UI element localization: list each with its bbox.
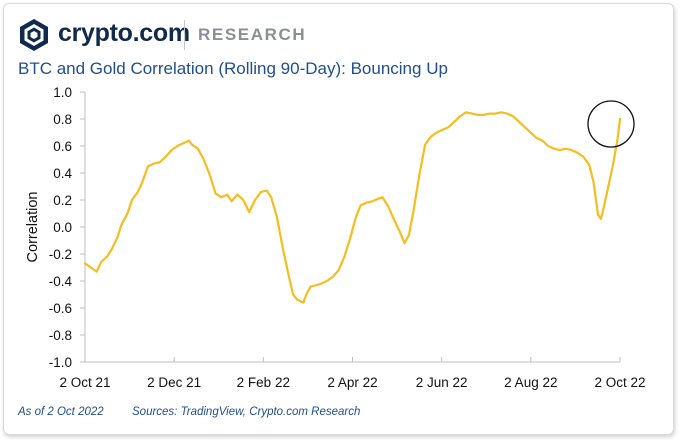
y-tick-label: 0.4 [53,166,72,181]
section-label: RESEARCH [198,25,307,44]
x-tick-label: 2 Feb 22 [237,375,290,390]
y-tick-label: -0.6 [49,301,72,316]
y-tick-label: -0.8 [49,328,72,343]
sources-note: Sources: TradingView, Crypto.com Researc… [132,406,361,418]
y-tick-label: -0.4 [49,274,73,289]
y-tick-label: -1.0 [49,355,72,370]
chart-card [3,3,674,435]
x-tick-label: 2 Dec 21 [147,375,201,390]
y-tick-label: 0.8 [53,112,72,127]
y-axis-label: Correlation [25,192,41,263]
x-tick-label: 2 Oct 22 [594,375,645,390]
latest-value-highlight-circle [587,100,635,148]
y-tick-label: 1.0 [53,85,72,100]
x-tick-label: 2 Oct 21 [59,375,110,390]
correlation-series-line [83,111,622,304]
as-of-note: As of 2 Oct 2022 [18,406,104,418]
y-tick-label: -0.2 [49,247,72,262]
x-tick-label: 2 Apr 22 [327,375,377,390]
y-tick-label: 0.2 [53,193,72,208]
crypto-com-shield-icon [20,19,48,51]
chart-title: BTC and Gold Correlation (Rolling 90-Day… [18,59,448,78]
header-divider [184,20,185,50]
y-tick-label: 0.6 [53,139,72,154]
x-tick-label: 2 Aug 22 [504,375,557,390]
brand-name: crypto.com [58,19,190,47]
y-tick-label: 0.0 [53,220,72,235]
x-tick-label: 2 Jun 22 [416,375,468,390]
